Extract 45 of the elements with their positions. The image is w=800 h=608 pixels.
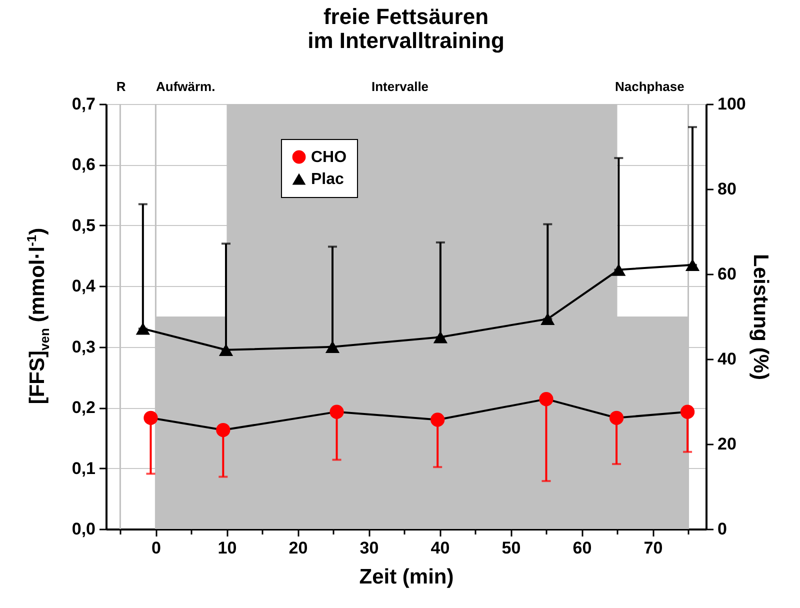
y2-tick-label: 0	[718, 520, 727, 538]
point	[430, 412, 445, 427]
point	[216, 422, 230, 438]
point	[680, 404, 695, 419]
text: R	[116, 79, 126, 94]
x-tick-label: 40	[430, 538, 450, 558]
text: Aufwärm.	[156, 79, 216, 94]
text: Intervalle	[371, 79, 429, 94]
x-tick-label: 60	[572, 538, 592, 558]
y-tick-label: 0,2	[72, 398, 96, 418]
y2-tick-label: 20	[718, 434, 736, 454]
point	[540, 312, 555, 326]
chart-title: freie Fettsäuren im Intervalltraining	[308, 4, 504, 53]
y-tick-label: 0,3	[72, 337, 96, 356]
y2-tick-label: 60	[718, 264, 736, 284]
x-tick-label: 20	[288, 538, 308, 558]
x-tick-label: 0	[151, 538, 161, 558]
point	[330, 404, 344, 419]
point	[325, 340, 340, 353]
point	[609, 410, 624, 425]
x-tick-label: 30	[360, 538, 379, 558]
x-tick-label: 70	[644, 538, 663, 558]
point	[685, 258, 700, 272]
x-axis-title: Zeit (min)	[359, 566, 454, 588]
x-tick-label: 10	[218, 538, 237, 558]
y-tick-label: 0,6	[72, 155, 96, 174]
x-tick-label: 50	[502, 538, 521, 558]
legend-label: Plac	[311, 171, 344, 188]
y-tick-label: 0,0	[72, 520, 96, 538]
y2-tick-label: 80	[718, 180, 736, 198]
legend-label: CHO	[311, 149, 347, 166]
y2-axis-title: Leistung (%)	[748, 254, 772, 380]
point	[539, 392, 554, 406]
text: Nachphase	[615, 79, 684, 94]
y2-tick-label: 100	[718, 94, 746, 114]
point	[144, 410, 158, 425]
point	[612, 264, 626, 276]
point	[136, 322, 150, 335]
point	[433, 331, 448, 344]
y2-tick-label: 40	[718, 350, 736, 368]
y-tick-label: 0,7	[72, 94, 96, 114]
y-tick-label: 0,5	[72, 216, 96, 235]
point	[218, 344, 234, 356]
y-tick-label: 0,1	[72, 458, 96, 478]
y-tick-label: 0,4	[72, 276, 96, 296]
